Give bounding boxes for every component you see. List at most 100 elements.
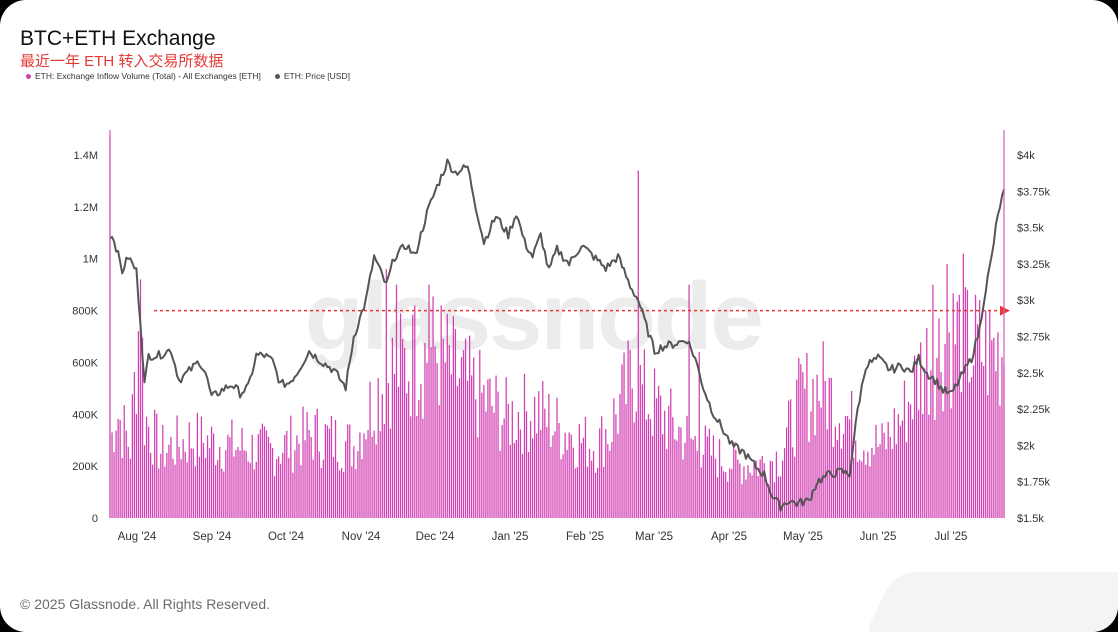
inflow-bar bbox=[601, 416, 603, 518]
inflow-bar bbox=[895, 444, 897, 518]
inflow-bar bbox=[192, 448, 194, 518]
inflow-bar bbox=[704, 425, 706, 518]
inflow-bar bbox=[790, 399, 792, 518]
inflow-bar bbox=[582, 437, 585, 518]
inflow-bar bbox=[639, 364, 641, 518]
inflow-bar bbox=[460, 357, 463, 518]
inflow-bar bbox=[475, 399, 477, 518]
inflow-bar bbox=[328, 428, 331, 518]
y-right-tick-label: $2k bbox=[1017, 440, 1035, 452]
inflow-bar bbox=[519, 429, 522, 518]
inflow-bar bbox=[341, 468, 343, 518]
inflow-bar bbox=[172, 458, 174, 518]
inflow-bar bbox=[479, 349, 481, 518]
inflow-bar bbox=[168, 444, 170, 518]
inflow-bar bbox=[611, 441, 613, 518]
inflow-bar bbox=[393, 374, 396, 518]
inflow-bar bbox=[999, 405, 1001, 518]
inflow-bar bbox=[178, 446, 180, 518]
inflow-bar bbox=[613, 398, 615, 518]
inflow-bar bbox=[853, 457, 855, 518]
inflow-bar bbox=[536, 433, 538, 518]
inflow-bar bbox=[731, 469, 733, 518]
y-left-tick-label: 600K bbox=[72, 357, 98, 369]
x-tick-label: Jun '25 bbox=[860, 531, 897, 543]
inflow-bars bbox=[109, 134, 1005, 518]
inflow-bar bbox=[403, 347, 406, 518]
inflow-bar bbox=[450, 374, 452, 518]
inflow-bar bbox=[735, 449, 737, 518]
inflow-bar bbox=[792, 447, 794, 518]
inflow-bar bbox=[796, 379, 798, 518]
inflow-bar bbox=[680, 427, 682, 518]
inflow-bar bbox=[905, 442, 908, 518]
inflow-bar bbox=[657, 385, 660, 518]
inflow-bar bbox=[806, 353, 808, 518]
x-tick-label: Aug '24 bbox=[118, 531, 157, 543]
inflow-bar bbox=[223, 471, 225, 518]
inflow-bar bbox=[371, 436, 373, 518]
inflow-bar bbox=[540, 429, 542, 518]
inflow-bar bbox=[355, 469, 357, 518]
inflow-bar bbox=[121, 458, 123, 518]
inflow-bar bbox=[688, 284, 690, 518]
inflow-bar bbox=[605, 429, 607, 518]
inflow-bar bbox=[871, 447, 873, 518]
inflow-bar bbox=[948, 332, 950, 518]
inflow-bar bbox=[800, 364, 802, 518]
inflow-bar bbox=[143, 445, 146, 518]
inflow-bar bbox=[499, 450, 501, 518]
inflow-bar bbox=[343, 472, 345, 518]
inflow-bar bbox=[495, 375, 497, 518]
x-tick-label: Feb '25 bbox=[566, 531, 604, 543]
inflow-bar bbox=[562, 454, 564, 518]
legend-item-inflow[interactable]: ETH: Exchange Inflow Volume (Total) - Al… bbox=[26, 71, 261, 81]
inflow-bar bbox=[875, 424, 877, 518]
inflow-bar bbox=[513, 442, 515, 518]
inflow-bar bbox=[369, 381, 371, 518]
inflow-bar bbox=[336, 461, 339, 518]
inflow-bar bbox=[767, 484, 769, 518]
copyright-footer: © 2025 Glassnode. All Rights Reserved. bbox=[20, 596, 271, 612]
inflow-bar bbox=[1001, 357, 1003, 518]
inflow-bar bbox=[241, 427, 243, 518]
inflow-bar bbox=[117, 418, 119, 518]
legend-item-price[interactable]: ETH: Price [USD] bbox=[274, 71, 350, 81]
inflow-bar bbox=[873, 454, 875, 518]
inflow-bar bbox=[865, 464, 867, 518]
inflow-bar bbox=[237, 447, 239, 518]
inflow-bar bbox=[867, 451, 869, 518]
inflow-bar bbox=[893, 408, 895, 518]
inflow-bar bbox=[773, 482, 776, 518]
legend-dot-icon bbox=[274, 73, 280, 79]
inflow-bar bbox=[668, 405, 670, 518]
inflow-bar bbox=[588, 448, 591, 518]
inflow-bar bbox=[345, 441, 347, 518]
inflow-bar bbox=[546, 426, 548, 518]
inflow-bar bbox=[247, 461, 249, 518]
inflow-bar bbox=[926, 327, 928, 518]
y-right-tick-label: $3.5k bbox=[1017, 223, 1044, 235]
inflow-bar bbox=[682, 459, 684, 518]
inflow-bar bbox=[243, 450, 245, 518]
inflow-bar bbox=[184, 451, 186, 518]
y-left-tick-label: 1.4M bbox=[74, 150, 98, 162]
inflow-bar bbox=[334, 419, 337, 518]
inflow-bar bbox=[881, 423, 883, 518]
inflow-bar bbox=[466, 380, 469, 518]
inflow-bar bbox=[170, 436, 172, 518]
inflow-bar bbox=[564, 432, 566, 518]
y-right-tick-label: $3k bbox=[1017, 295, 1035, 307]
inflow-bar bbox=[363, 433, 365, 518]
inflow-bar bbox=[627, 340, 629, 518]
x-tick-label: May '25 bbox=[783, 531, 823, 543]
inflow-bar bbox=[848, 419, 851, 518]
inflow-bar bbox=[527, 451, 530, 518]
inflow-bar bbox=[119, 419, 121, 518]
inflow-bar bbox=[509, 444, 511, 518]
chart-title: BTC+ETH Exchange bbox=[20, 27, 216, 50]
inflow-bar bbox=[978, 300, 981, 518]
inflow-bar bbox=[511, 401, 513, 518]
inflow-bar bbox=[958, 295, 960, 518]
price-line bbox=[109, 158, 1005, 512]
